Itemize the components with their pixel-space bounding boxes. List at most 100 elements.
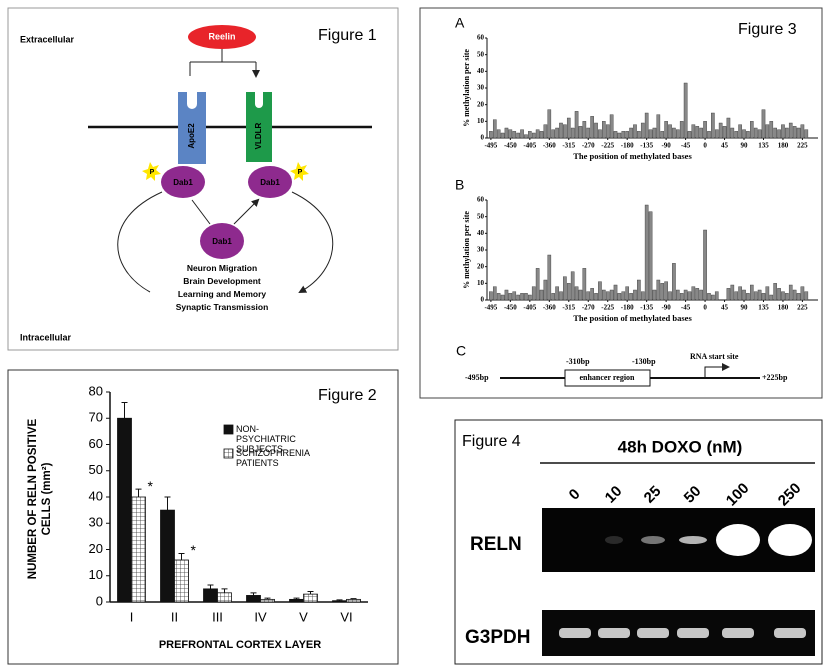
y-tick-label: 70 [89,410,103,425]
bar [625,131,629,139]
x-tick-label: -495 [484,304,497,312]
figure2-title: Figure 2 [318,387,377,404]
bar [804,291,809,301]
g3pdh-band [559,628,591,638]
bar [492,119,497,139]
y-tick-label: 60 [477,34,485,42]
x-tick-label: -270 [582,304,595,312]
bar [605,124,610,139]
bar [757,289,762,301]
activation-arrows [191,200,258,225]
bar [602,121,606,139]
bar [765,286,770,301]
x-tick-label: V [299,609,308,624]
x-tick-label: 0 [703,304,707,312]
bar [524,134,528,139]
x-tick-label: I [130,609,134,624]
y-tick-label: 50 [477,50,485,58]
x-tick-label: IV [254,609,267,624]
reln-band [605,536,623,544]
vldlr-receptor [246,92,272,162]
x-tick-label: -450 [504,142,517,150]
y-tick-label: 50 [89,462,103,477]
bar [804,129,809,139]
bracket [189,49,257,76]
g3pdh-band [677,628,709,638]
bar [547,109,552,139]
bar [633,289,637,301]
y-tick-label: 20 [89,541,103,556]
y-tick-label: 80 [89,383,103,398]
bar [516,294,520,301]
bar [504,127,509,139]
reln-band [768,524,812,556]
bar [590,288,594,301]
bar [722,126,727,139]
x-axis-label: The position of methylated bases [573,313,692,323]
bar [303,593,318,603]
bar [578,289,583,301]
bar [718,122,723,139]
outcome: Brain Development [183,276,261,286]
bar [777,288,781,301]
bar [644,112,649,139]
y-tick-label: 60 [89,436,103,451]
bar [578,126,583,139]
x-tick-label: -405 [523,304,536,312]
bar [750,121,754,139]
x-tick-label: 90 [741,142,749,150]
bar [617,293,622,301]
extracellular-label: Extracellular [20,34,75,44]
bar [543,279,548,301]
y-tick-label: 30 [477,84,485,92]
bar [714,129,719,139]
bar [594,293,598,301]
y-tick-label: 20 [477,262,485,270]
end-label: +225bp [762,373,788,382]
bar [605,291,610,301]
bar [738,286,742,301]
apoe2-label: ApoE2 [187,123,196,149]
bar [761,293,766,301]
bar [637,279,641,301]
bar [687,131,692,139]
x-tick-label: -495 [484,142,497,150]
bar [676,289,680,301]
bar [547,254,552,301]
bar [566,283,571,301]
bar [742,129,746,139]
bar [734,291,739,301]
bar [664,121,668,139]
bar [566,117,571,139]
bar [160,509,175,603]
bar [781,291,785,301]
bar [539,131,544,139]
bar [691,286,696,301]
bar [570,127,575,139]
bar [496,129,501,139]
figure2-frame [7,369,399,665]
bar [788,284,793,301]
phospho-star [290,162,309,181]
enhancer-box [564,369,651,387]
bar [590,116,594,139]
bar [500,294,505,301]
bar [742,289,746,301]
x-tick-label: -180 [621,304,634,312]
y-axis-label: % methylation per site [462,49,471,127]
bar [668,124,672,139]
bar [508,129,513,139]
x-tick-label: -90 [661,142,671,150]
x-tick-label: -315 [562,304,575,312]
bar [707,131,711,139]
bar [531,286,536,301]
y-axis-label: NUMBER OF RELN POSITIVE CELLS (mm²) [27,418,53,580]
bar [574,111,579,139]
bar [796,127,801,139]
bar [594,122,598,139]
g3pdh-band [598,628,630,638]
bar [726,288,731,301]
x-tick-label: -135 [640,142,653,150]
x-tick-label: -450 [504,304,517,312]
bar [489,291,493,301]
